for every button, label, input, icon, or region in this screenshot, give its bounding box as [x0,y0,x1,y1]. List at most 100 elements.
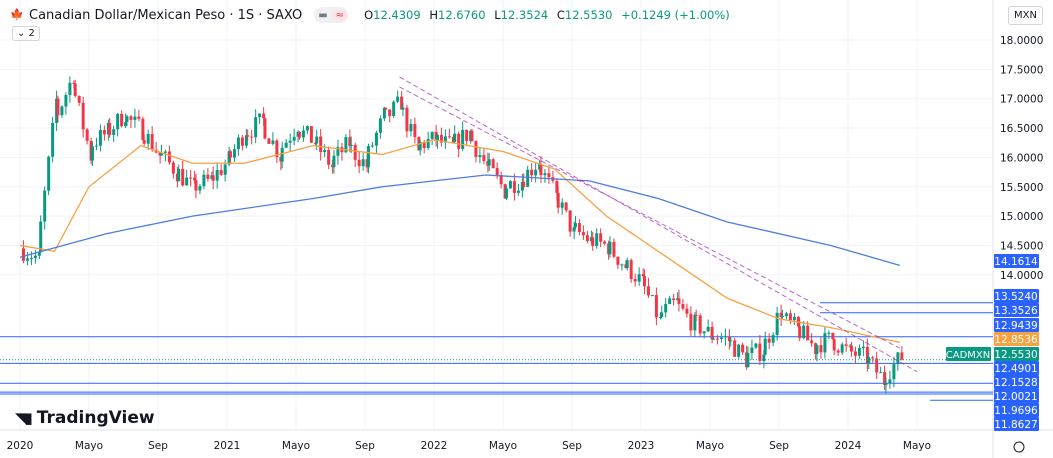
candle-body [244,135,248,146]
ma-fast-line[interactable] [19,139,900,343]
candle-body [865,346,869,364]
time-tick-label: 2021 [214,440,241,452]
candle-body [543,173,547,176]
price-label-level: 13.5240 [994,289,1039,303]
candle-body [603,241,607,244]
candle-body [159,152,163,156]
candle-body [193,177,197,181]
candle-body [181,168,185,186]
candle-body [771,335,775,343]
currency-button[interactable]: MXN [1008,6,1043,25]
trendline[interactable] [399,86,900,349]
price-tick-label: 18.0000 [1000,35,1043,47]
candle-body [297,131,301,138]
approx-icon[interactable]: ≈ [331,9,349,21]
candle-body [861,346,865,348]
candle-body [64,94,68,107]
candle-body [430,131,434,139]
price-tick-label: 15.0000 [1000,211,1043,223]
price-tick-label: 17.0000 [1000,94,1043,106]
candle-body [457,133,461,149]
candle-body [336,147,340,156]
candle-body [470,130,474,142]
candle-body [319,136,323,153]
candle-body [332,155,336,168]
candle-body [900,352,904,360]
candle-body [422,141,426,149]
candle-body [125,116,129,123]
indicators-toggle-button[interactable]: ⌄ 2 [12,26,40,41]
candle-body [198,186,202,191]
candle-body [47,156,51,191]
candle-body [142,140,146,144]
canada-flag-icon: 🍁 [10,8,24,21]
candle-body [465,129,469,141]
candle-body [39,221,43,253]
candle-body [72,82,76,84]
candle-body [741,344,745,353]
time-tick-label: Mayo [696,440,724,452]
candle-body [767,338,771,343]
symbol-title[interactable]: Canadian Dollar/Mexican Peso · 1S · SAXO [29,7,303,23]
tradingview-logo[interactable]: ◥▮ TradingView [15,408,155,428]
svg-text:12.9439: 12.9439 [994,320,1037,332]
candle-body [211,175,215,181]
candle-body [888,379,892,383]
time-tick-label: Sep [355,440,375,452]
candle-body [810,340,814,344]
price-tick-label: 14.0000 [1000,270,1043,282]
candle-body [33,255,37,259]
candle-body [227,151,231,165]
time-tick-label: Sep [769,440,789,452]
candle-body [219,169,223,175]
candle-body [871,357,875,359]
candle-body [482,155,486,162]
candle-body [267,138,271,144]
candle-body [56,98,60,116]
candle-body [832,339,836,351]
ohlc-values: O12.4309 H12.6760 L12.3524 C12.5530 +0.1… [364,8,730,22]
price-label-level: 13.3526 [994,303,1039,317]
candle-body [879,372,883,374]
candle-body [693,314,697,331]
candle-body [654,295,658,318]
trendline[interactable] [399,76,918,373]
ma-slow-line[interactable] [19,174,900,267]
candle-body [806,325,810,341]
compare-toggle[interactable]: ▬ ≈ [314,7,349,23]
settings-icon[interactable] [1013,441,1025,453]
candle-body [487,159,491,166]
time-tick-label: 2020 [7,440,34,452]
candle-body [370,145,374,147]
candle-body [163,151,167,153]
candle-body [25,258,29,261]
candle-body [581,232,585,236]
price-label-level: 11.8627 [994,417,1039,431]
candle-body [495,167,499,175]
price-label-ma_fast: 12.8536 [994,332,1039,346]
candle-body [616,256,620,265]
price-tick-label: 14.5000 [1000,240,1043,252]
candle-body [254,117,258,138]
candle-body [491,159,495,168]
candle-body [504,188,508,199]
candle-body [426,138,430,149]
candle-body [802,325,806,339]
candle-body [323,149,327,153]
candle-body [73,83,77,96]
candle-body [572,227,576,232]
candle-body [344,137,348,153]
candle-body [499,174,503,185]
candle-body [400,96,404,110]
candle-body [327,149,331,165]
candle-body [309,126,313,143]
price-label-level: 11.9696 [994,403,1039,417]
minus-icon[interactable]: ▬ [318,9,328,21]
candle-body [189,177,193,179]
candle-body [228,151,232,158]
price-tick-label: 16.0000 [1000,152,1043,164]
symbol-badge: CADMXN [946,347,991,361]
time-tick-label: Mayo [489,440,517,452]
svg-text:11.8627: 11.8627 [994,419,1037,431]
